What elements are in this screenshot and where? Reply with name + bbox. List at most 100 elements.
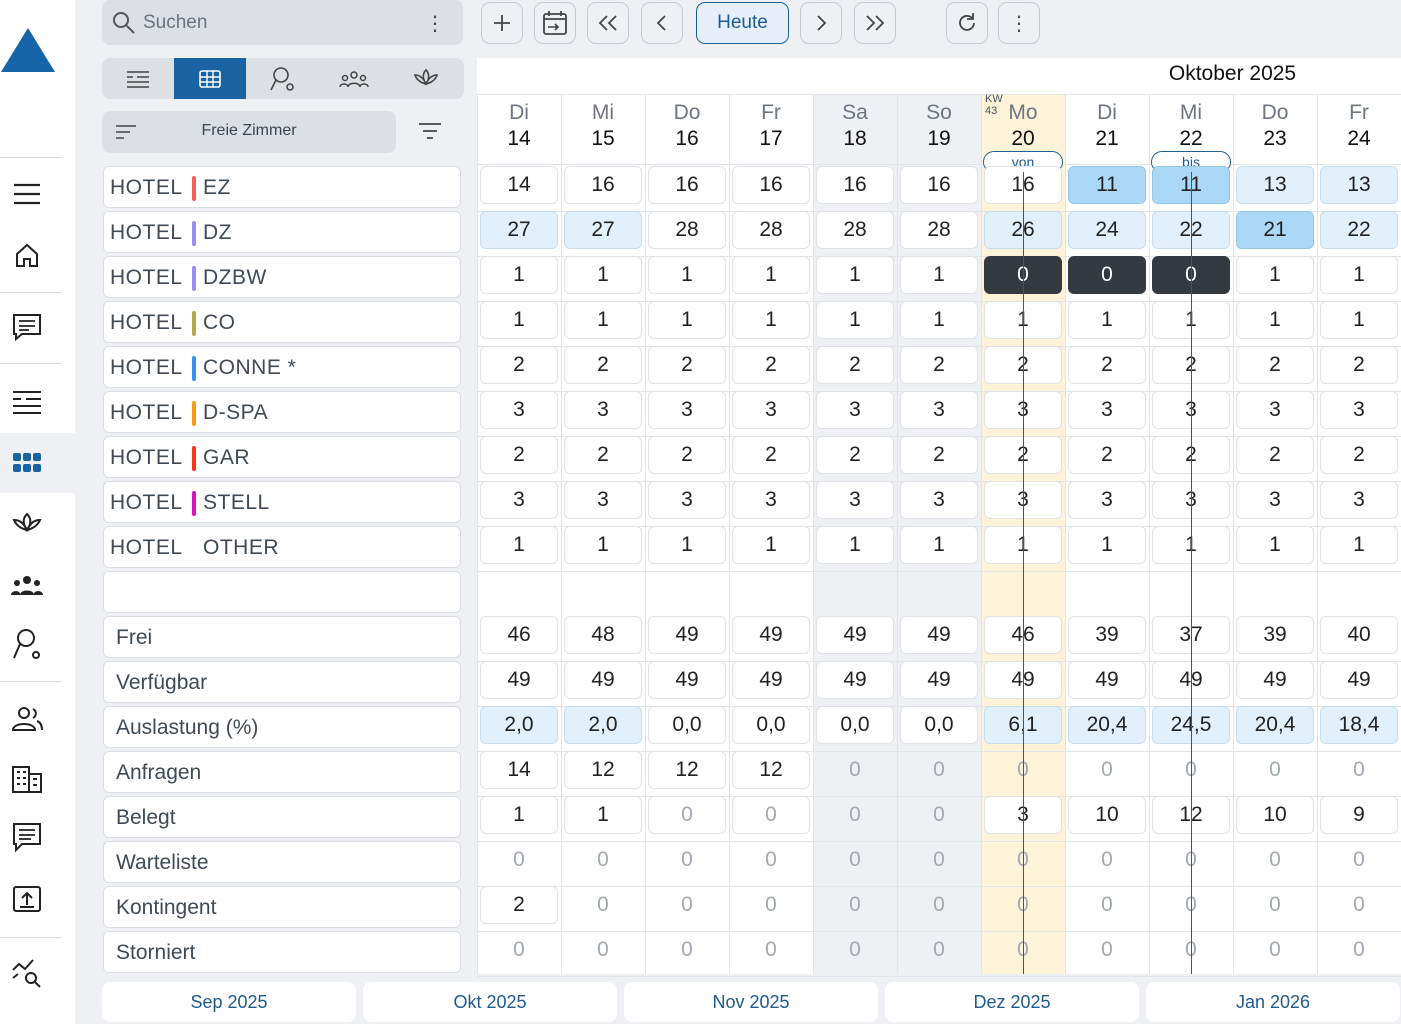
guests-icon[interactable] — [8, 702, 46, 736]
availability-cell[interactable]: 2 — [900, 346, 978, 384]
availability-cell[interactable]: 2 — [1236, 346, 1314, 384]
availability-cell[interactable]: 2 — [816, 436, 894, 474]
availability-cell[interactable]: 2,0 — [564, 706, 642, 744]
availability-cell[interactable]: 1 — [1320, 301, 1398, 339]
today-button[interactable]: Heute — [696, 2, 789, 44]
availability-cell[interactable]: 1 — [1320, 526, 1398, 564]
availability-cell[interactable]: 0 — [933, 938, 945, 961]
day-header[interactable]: Mi 22 — [1149, 100, 1233, 152]
availability-cell[interactable]: 20,4 — [1236, 706, 1314, 744]
day-header[interactable]: Fr 24 — [1317, 100, 1401, 152]
availability-cell[interactable]: 2 — [480, 886, 558, 924]
availability-cell[interactable]: 0 — [1101, 848, 1113, 871]
availability-cell[interactable]: 24 — [1068, 211, 1146, 249]
availability-cell[interactable]: 2 — [648, 346, 726, 384]
availability-cell[interactable]: 0 — [597, 938, 609, 961]
fast-forward-button[interactable] — [854, 2, 896, 44]
availability-cell[interactable]: 0 — [681, 848, 693, 871]
availability-cell[interactable]: 49 — [648, 616, 726, 654]
availability-cell[interactable]: 14 — [480, 166, 558, 204]
room-type-row[interactable]: HOTEL DZBW — [103, 256, 461, 298]
availability-cell[interactable]: 0,0 — [816, 706, 894, 744]
availability-cell[interactable]: 3 — [480, 391, 558, 429]
availability-cell[interactable]: 21 — [1236, 211, 1314, 249]
home-icon[interactable] — [8, 238, 46, 272]
availability-cell[interactable]: 0 — [765, 938, 777, 961]
fast-back-button[interactable] — [587, 2, 629, 44]
availability-cell[interactable]: 13 — [1320, 166, 1398, 204]
availability-cell[interactable]: 1 — [1068, 526, 1146, 564]
availability-cell[interactable]: 28 — [900, 211, 978, 249]
availability-cell[interactable]: 2 — [1068, 346, 1146, 384]
availability-cell[interactable]: 49 — [732, 661, 810, 699]
availability-cell[interactable]: 49 — [900, 661, 978, 699]
availability-cell[interactable]: 39 — [1068, 616, 1146, 654]
availability-cell[interactable]: 1 — [480, 796, 558, 834]
spa-lotus-icon[interactable] — [8, 507, 46, 541]
availability-cell[interactable]: 0 — [1269, 848, 1281, 871]
availability-cell[interactable]: 1 — [648, 526, 726, 564]
prev-button[interactable] — [641, 2, 683, 44]
availability-cell[interactable]: 0 — [513, 848, 525, 871]
availability-cell[interactable]: 1 — [816, 301, 894, 339]
availability-cell[interactable]: 2 — [1320, 346, 1398, 384]
availability-cell[interactable]: 0 — [1269, 938, 1281, 961]
day-header[interactable]: Mo 20 — [981, 100, 1065, 152]
availability-cell[interactable]: 14 — [480, 751, 558, 789]
list-settings-icon[interactable] — [8, 385, 46, 419]
availability-cell[interactable]: 1 — [564, 301, 642, 339]
availability-cell[interactable]: 0 — [1068, 256, 1146, 294]
availability-cell[interactable]: 0 — [933, 893, 945, 916]
availability-cell[interactable]: 3 — [648, 481, 726, 519]
availability-cell[interactable]: 0 — [513, 938, 525, 961]
availability-cell[interactable]: 2 — [480, 346, 558, 384]
availability-cell[interactable]: 0 — [1269, 758, 1281, 781]
availability-cell[interactable]: 1 — [732, 301, 810, 339]
availability-cell[interactable]: 28 — [732, 211, 810, 249]
month-tab[interactable]: Nov 2025 — [624, 982, 878, 1022]
availability-cell[interactable]: 49 — [1236, 661, 1314, 699]
availability-cell[interactable]: 2 — [564, 346, 642, 384]
availability-cell[interactable]: 1 — [900, 301, 978, 339]
availability-cell[interactable]: 1 — [732, 526, 810, 564]
month-tab[interactable]: Dez 2025 — [885, 982, 1139, 1022]
availability-cell[interactable]: 0 — [1101, 938, 1113, 961]
availability-cell[interactable]: 1 — [732, 256, 810, 294]
availability-cell[interactable]: 0 — [597, 848, 609, 871]
day-header[interactable]: Mi 15 — [561, 100, 645, 152]
availability-cell[interactable]: 0 — [732, 796, 810, 834]
availability-cell[interactable]: 3 — [900, 481, 978, 519]
golf-icon[interactable] — [8, 627, 46, 661]
availability-cell[interactable]: 0 — [1353, 848, 1365, 871]
availability-cell[interactable]: 0 — [1353, 938, 1365, 961]
availability-cell[interactable]: 1 — [1236, 526, 1314, 564]
availability-cell[interactable]: 1 — [648, 256, 726, 294]
availability-cell[interactable]: 9 — [1320, 796, 1398, 834]
more-button[interactable]: ⋮ — [998, 2, 1040, 44]
availability-cell[interactable]: 49 — [564, 661, 642, 699]
upload-icon[interactable] — [8, 882, 46, 916]
availability-cell[interactable]: 0 — [1101, 758, 1113, 781]
availability-cell[interactable]: 2 — [816, 346, 894, 384]
messages-icon[interactable] — [8, 310, 46, 344]
availability-cell[interactable]: 3 — [816, 391, 894, 429]
room-type-row[interactable]: HOTEL D-SPA — [103, 391, 461, 433]
room-type-row[interactable]: HOTEL CONNE * — [103, 346, 461, 388]
availability-cell[interactable]: 0 — [849, 938, 861, 961]
room-type-row[interactable]: HOTEL DZ — [103, 211, 461, 253]
analytics-search-icon[interactable] — [8, 955, 46, 989]
room-type-row[interactable]: HOTEL STELL — [103, 481, 461, 523]
month-tab[interactable]: Jan 2026 — [1146, 982, 1400, 1022]
availability-cell[interactable]: 1 — [900, 256, 978, 294]
availability-cell[interactable]: 11 — [1068, 166, 1146, 204]
room-filter[interactable]: Freie Zimmer — [102, 111, 396, 153]
availability-cell[interactable]: 12 — [648, 751, 726, 789]
availability-cell[interactable]: 46 — [480, 616, 558, 654]
availability-cell[interactable]: 0,0 — [648, 706, 726, 744]
availability-cell[interactable]: 1 — [564, 256, 642, 294]
availability-cell[interactable]: 0 — [1353, 893, 1365, 916]
availability-cell[interactable]: 3 — [1236, 391, 1314, 429]
group-icon[interactable] — [8, 568, 46, 602]
availability-cell[interactable]: 0 — [849, 758, 861, 781]
availability-cell[interactable]: 2 — [1320, 436, 1398, 474]
